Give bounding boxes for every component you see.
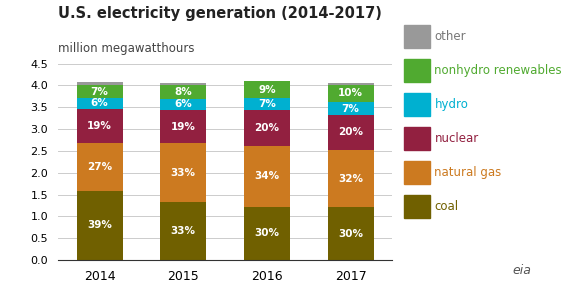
- Text: 19%: 19%: [87, 121, 112, 131]
- Text: 39%: 39%: [87, 220, 112, 230]
- Bar: [244, 146, 290, 207]
- Bar: [160, 202, 206, 260]
- Bar: [160, 143, 206, 202]
- Bar: [244, 81, 290, 98]
- Text: natural gas: natural gas: [434, 166, 502, 179]
- Text: 34%: 34%: [254, 171, 279, 181]
- Text: 7%: 7%: [258, 99, 276, 109]
- Text: 8%: 8%: [174, 87, 192, 97]
- Text: 6%: 6%: [91, 98, 108, 108]
- Text: 30%: 30%: [338, 229, 363, 238]
- Bar: [244, 98, 290, 110]
- Bar: [77, 82, 122, 86]
- Bar: [77, 191, 122, 260]
- Text: U.S. electricity generation (2014-2017): U.S. electricity generation (2014-2017): [58, 6, 381, 21]
- Bar: [328, 150, 373, 207]
- Bar: [328, 115, 373, 150]
- Text: hydro: hydro: [434, 98, 469, 111]
- Text: 20%: 20%: [338, 127, 363, 138]
- Text: 9%: 9%: [258, 84, 276, 95]
- Bar: [160, 85, 206, 99]
- Text: 33%: 33%: [171, 226, 196, 236]
- Text: 33%: 33%: [171, 168, 196, 177]
- Bar: [328, 83, 373, 85]
- Text: 7%: 7%: [91, 87, 108, 97]
- Text: 30%: 30%: [254, 228, 279, 238]
- Text: other: other: [434, 30, 466, 42]
- Text: nonhydro renewables: nonhydro renewables: [434, 64, 562, 77]
- Text: million megawatthours: million megawatthours: [58, 42, 194, 55]
- Bar: [77, 98, 122, 109]
- Text: 19%: 19%: [171, 122, 196, 131]
- Text: 27%: 27%: [87, 162, 112, 172]
- Text: 20%: 20%: [254, 123, 279, 133]
- Bar: [328, 102, 373, 115]
- Bar: [77, 142, 122, 191]
- Text: eia: eia: [512, 264, 531, 277]
- Bar: [244, 110, 290, 146]
- Bar: [328, 85, 373, 102]
- Bar: [77, 86, 122, 98]
- Text: 32%: 32%: [338, 173, 363, 184]
- Text: 10%: 10%: [338, 88, 363, 99]
- Text: nuclear: nuclear: [434, 132, 479, 145]
- Bar: [77, 109, 122, 142]
- Bar: [160, 110, 206, 143]
- Bar: [328, 207, 373, 260]
- Bar: [244, 207, 290, 260]
- Text: 7%: 7%: [342, 103, 359, 114]
- Bar: [160, 83, 206, 85]
- Text: 6%: 6%: [174, 99, 192, 110]
- Bar: [160, 99, 206, 110]
- Text: coal: coal: [434, 200, 459, 213]
